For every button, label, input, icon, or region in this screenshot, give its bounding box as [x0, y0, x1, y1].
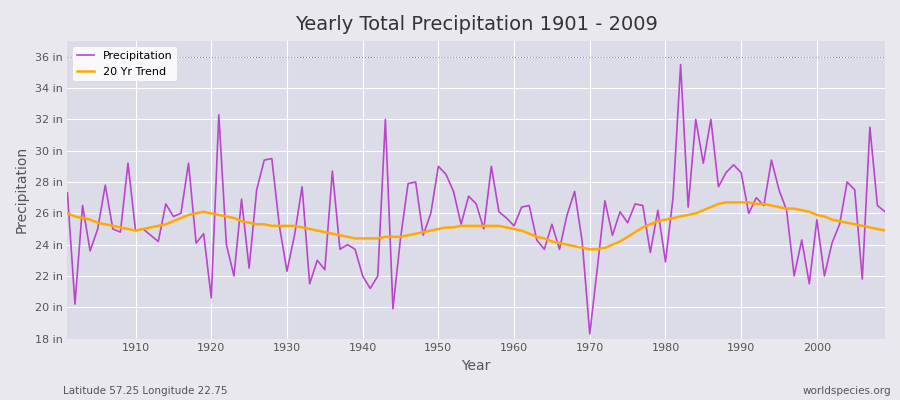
Line: Precipitation: Precipitation [68, 64, 885, 334]
20 Yr Trend [508, 226, 519, 231]
20 Yr Trend [584, 247, 595, 252]
Precipitation [62, 190, 73, 195]
Precipitation [879, 209, 890, 214]
Title: Yearly Total Precipitation 1901 - 2009: Yearly Total Precipitation 1901 - 2009 [295, 15, 658, 34]
Line: 20 Yr Trend: 20 Yr Trend [68, 202, 885, 249]
20 Yr Trend [879, 228, 890, 233]
Precipitation [289, 233, 300, 238]
X-axis label: Year: Year [462, 359, 490, 373]
Precipitation [584, 332, 595, 336]
20 Yr Trend [62, 211, 73, 216]
20 Yr Trend [501, 225, 512, 230]
Precipitation [501, 216, 512, 220]
Precipitation [122, 161, 133, 166]
20 Yr Trend [721, 200, 732, 205]
Precipitation [675, 62, 686, 67]
Precipitation [508, 224, 519, 228]
20 Yr Trend [335, 233, 346, 238]
Text: worldspecies.org: worldspecies.org [803, 386, 891, 396]
20 Yr Trend [122, 226, 133, 231]
Legend: Precipitation, 20 Yr Trend: Precipitation, 20 Yr Trend [73, 47, 177, 81]
20 Yr Trend [289, 224, 300, 228]
Precipitation [608, 233, 618, 238]
Text: Latitude 57.25 Longitude 22.75: Latitude 57.25 Longitude 22.75 [63, 386, 228, 396]
20 Yr Trend [608, 242, 618, 247]
Precipitation [335, 247, 346, 252]
Y-axis label: Precipitation: Precipitation [15, 146, 29, 234]
